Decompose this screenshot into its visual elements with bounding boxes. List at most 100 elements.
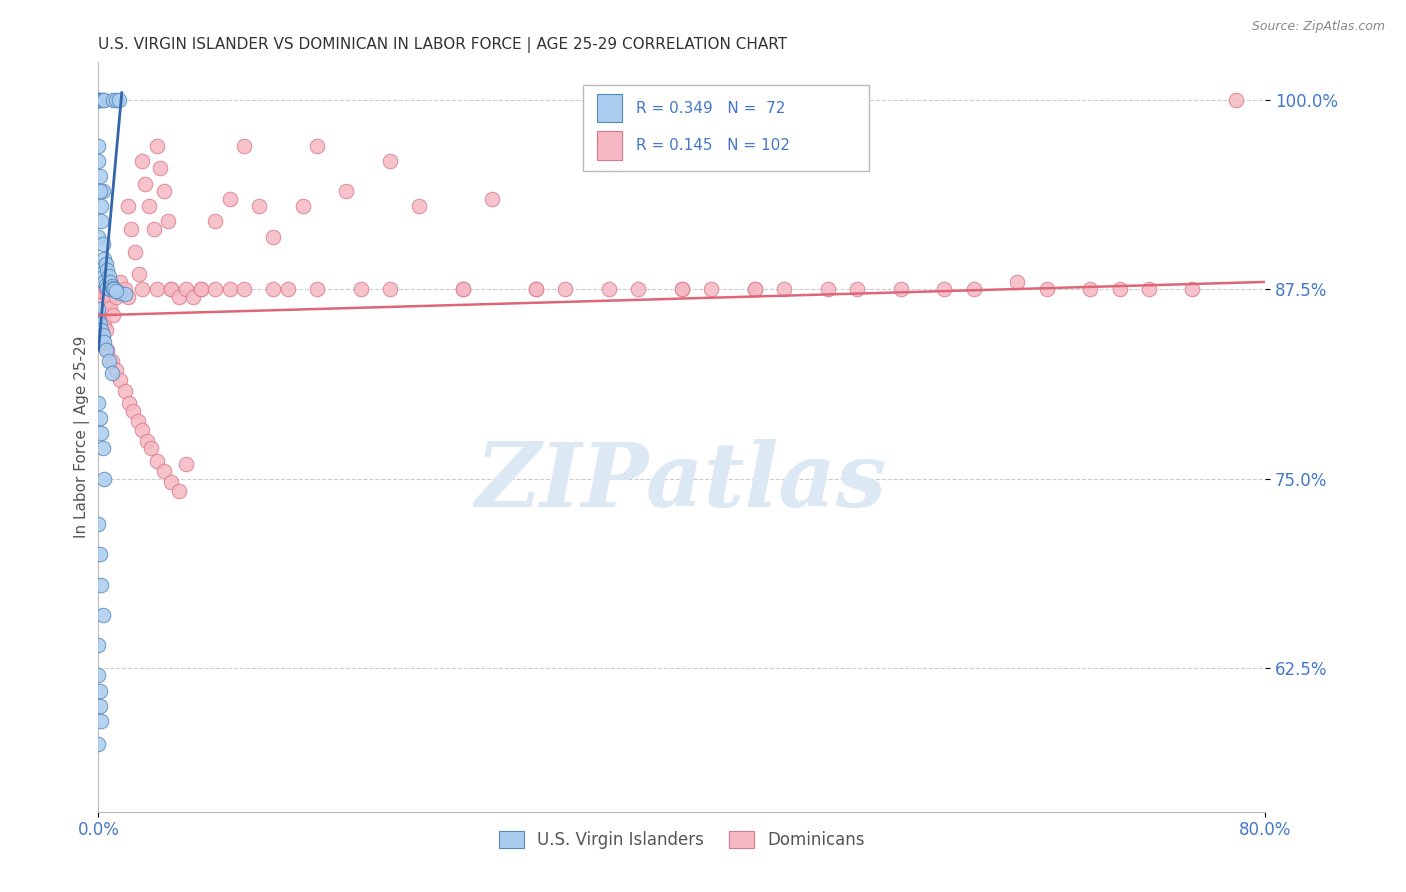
Point: [167, 290, 190, 304]
Point: [335, 184, 357, 198]
Point: [291, 199, 314, 213]
Point: [89, 698, 111, 713]
Point: [671, 283, 693, 297]
Point: [481, 192, 503, 206]
Point: [598, 283, 620, 297]
Point: [104, 93, 127, 107]
Point: [87, 93, 110, 107]
Point: [153, 464, 176, 478]
Point: [93, 472, 115, 486]
Point: [142, 222, 165, 236]
Point: [1181, 283, 1204, 297]
Text: U.S. VIRGIN ISLANDER VS DOMINICAN IN LABOR FORCE | AGE 25-29 CORRELATION CHART: U.S. VIRGIN ISLANDER VS DOMINICAN IN LAB…: [98, 37, 787, 53]
Point: [91, 93, 114, 107]
Point: [120, 222, 142, 236]
Point: [93, 275, 115, 289]
Point: [104, 290, 127, 304]
Point: [627, 283, 650, 297]
Point: [524, 283, 547, 297]
Point: [700, 283, 723, 297]
Point: [87, 283, 110, 297]
Point: [817, 283, 839, 297]
Point: [89, 184, 111, 198]
Point: [524, 283, 547, 297]
Point: [93, 252, 115, 267]
Point: [90, 298, 112, 312]
Point: [934, 283, 956, 297]
Point: [101, 308, 124, 322]
Point: [91, 327, 114, 342]
Point: [101, 93, 124, 107]
Point: [89, 262, 111, 277]
Point: [131, 283, 153, 297]
Point: [773, 283, 796, 297]
Point: [277, 283, 299, 297]
Point: [104, 362, 127, 376]
Point: [247, 199, 270, 213]
Point: [350, 283, 373, 297]
Point: [87, 668, 110, 682]
Point: [890, 283, 912, 297]
Point: [87, 93, 110, 107]
Point: [103, 283, 125, 297]
Point: [233, 138, 256, 153]
Point: [118, 396, 141, 410]
Point: [87, 312, 110, 326]
Point: [114, 384, 136, 398]
Point: [90, 268, 112, 282]
Point: [87, 93, 110, 107]
Point: [380, 153, 402, 168]
Point: [744, 283, 766, 297]
Point: [124, 244, 146, 259]
Point: [90, 199, 112, 213]
Point: [190, 283, 212, 297]
Point: [110, 275, 132, 289]
Point: [87, 229, 110, 244]
Point: [96, 281, 118, 295]
Point: [174, 283, 197, 297]
Point: [90, 93, 112, 107]
Point: [93, 335, 115, 350]
Text: R = 0.349   N =  72: R = 0.349 N = 72: [637, 101, 786, 116]
Text: R = 0.145   N = 102: R = 0.145 N = 102: [637, 138, 790, 153]
Text: ZIPatlas: ZIPatlas: [477, 439, 887, 525]
Point: [91, 184, 114, 198]
Point: [91, 442, 114, 456]
Point: [138, 199, 160, 213]
Point: [167, 483, 190, 498]
Point: [98, 275, 121, 289]
Point: [89, 411, 111, 425]
Point: [91, 607, 114, 622]
Point: [307, 283, 329, 297]
Point: [93, 318, 115, 332]
Point: [101, 281, 124, 295]
Point: [451, 283, 474, 297]
Point: [87, 517, 110, 532]
Point: [128, 268, 150, 282]
Point: [1137, 283, 1160, 297]
Point: [218, 192, 240, 206]
Point: [408, 199, 430, 213]
Point: [96, 343, 118, 357]
Point: [94, 343, 117, 357]
Point: [554, 283, 576, 297]
Point: [146, 453, 169, 467]
Point: [97, 353, 120, 368]
Point: [100, 279, 122, 293]
Point: [91, 270, 114, 285]
Point: [87, 396, 110, 410]
Point: [117, 290, 139, 304]
Point: [87, 138, 110, 153]
Point: [89, 683, 111, 698]
Point: [204, 283, 226, 297]
Point: [100, 366, 122, 380]
Point: [127, 414, 149, 428]
Point: [94, 323, 117, 337]
Point: [87, 93, 110, 107]
Point: [94, 277, 117, 292]
Point: [87, 260, 110, 274]
Point: [1080, 283, 1102, 297]
Point: [146, 138, 169, 153]
Point: [149, 161, 172, 176]
Point: [114, 283, 136, 297]
